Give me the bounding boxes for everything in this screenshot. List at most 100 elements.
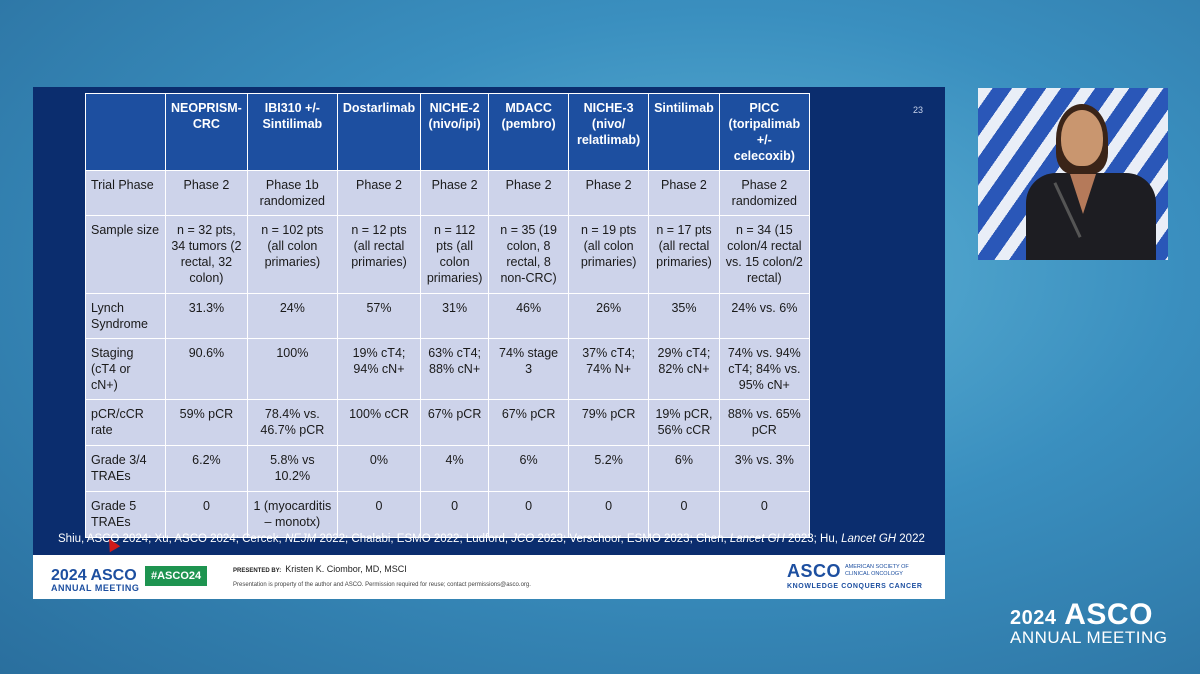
table-cell: n = 112 pts (all colon primaries) xyxy=(420,215,490,294)
row-label: Sample size xyxy=(85,215,166,294)
table-cell: Phase 2 xyxy=(568,170,650,216)
table-cell: 5.8% vs 10.2% xyxy=(246,445,338,492)
table-cell: 0 xyxy=(718,491,810,538)
ref-text: 2022; Chalabi, ESMO 2022; Ludford, xyxy=(316,533,512,545)
table-cell: 90.6% xyxy=(165,338,248,400)
table-cell: 59% pCR xyxy=(165,399,248,446)
table-cell: n = 17 pts (all rectal primaries) xyxy=(648,215,720,294)
copyright-note: Presentation is property of the author a… xyxy=(233,582,531,588)
table-cell: n = 35 (19 colon, 8 rectal, 8 non-CRC) xyxy=(488,215,570,294)
table-cell: 100% xyxy=(246,338,338,400)
presented-by-label: PRESENTED BY: xyxy=(233,568,282,574)
table-cell: 78.4% vs. 46.7% pCR xyxy=(246,399,338,446)
ref-journal: NEJM xyxy=(284,533,317,545)
table-cell: 24% xyxy=(246,293,338,339)
table-cell: n = 34 (15 colon/4 rectal vs. 15 colon/2… xyxy=(718,215,810,294)
table-cell: n = 102 pts (all colon primaries) xyxy=(246,215,338,294)
ref-journal: JCO xyxy=(511,533,535,545)
corner-meeting-logo: 2024 ASCO ANNUAL MEETING xyxy=(1010,598,1168,648)
table-cell: 57% xyxy=(336,293,422,339)
meeting-logo-subtitle: ANNUAL MEETING xyxy=(51,583,140,593)
table-cell: Phase 1b randomized xyxy=(246,170,338,216)
presentation-slide: 23 NEOPRISM-CRC IBI310 +/- Sintilimab Do… xyxy=(33,87,945,599)
table-cell: 4% xyxy=(420,445,490,492)
meeting-logo: 2024 ASCO ANNUAL MEETING xyxy=(51,567,139,593)
asco-logo-text: ASCO xyxy=(786,561,841,581)
table-cell: n = 19 pts (all colon primaries) xyxy=(568,215,650,294)
table-cell: 5.2% xyxy=(568,445,650,492)
hashtag-badge: #ASCO24 xyxy=(145,566,208,586)
header-cell: NEOPRISM-CRC xyxy=(165,93,248,171)
table-cell: 74% vs. 94% cT4; 84% vs. 95% cN+ xyxy=(718,338,810,400)
table-cell: Phase 2 xyxy=(336,170,422,216)
table-cell: 67% pCR xyxy=(488,399,570,446)
ref-text: 2023; Verschoor, ESMO 2023; Chen, xyxy=(534,533,730,545)
table-cell: Phase 2 xyxy=(165,170,248,216)
table-cell: 1 (myocarditis – monotx) xyxy=(246,491,338,538)
row-label: Trial Phase xyxy=(85,170,166,216)
table-row: Grade 3/4 TRAEs 6.2% 5.8% vs 10.2% 0% 4%… xyxy=(85,445,810,492)
slide-number: 23 xyxy=(912,105,923,115)
presenter-line: PRESENTED BY: Kristen K. Ciombor, MD, MSC… xyxy=(233,564,407,574)
table-cell: 88% vs. 65% pCR xyxy=(718,399,810,446)
table-row: Sample size n = 32 pts, 34 tumors (2 rec… xyxy=(85,215,810,294)
header-cell xyxy=(85,93,166,171)
table-cell: 74% stage 3 xyxy=(488,338,570,400)
ref-journal: Lancet GH xyxy=(729,533,785,545)
ref-journal: Lancet GH xyxy=(841,533,897,545)
table-cell: Phase 2 xyxy=(488,170,570,216)
table-cell: 46% xyxy=(488,293,570,339)
corner-logo-subtitle: ANNUAL MEETING xyxy=(1010,628,1168,647)
asco-society-text: AMERICAN SOCIETY OF CLINICAL ONCOLOGY xyxy=(845,564,909,577)
table-cell: 63% cT4; 88% cN+ xyxy=(420,338,490,400)
table-cell: 6% xyxy=(488,445,570,492)
header-cell: NICHE-2 (nivo/ipi) xyxy=(420,93,490,171)
table-cell: 6% xyxy=(648,445,720,492)
table-cell: Phase 2 xyxy=(648,170,720,216)
slide-footer: 2024 ASCO ANNUAL MEETING #ASCO24 PRESENT… xyxy=(33,555,945,599)
table-cell: 100% cCR xyxy=(336,399,422,446)
corner-logo-asco: ASCO xyxy=(1064,598,1153,631)
row-label: pCR/cCR rate xyxy=(85,399,166,446)
table-cell: 31.3% xyxy=(165,293,248,339)
table-cell: 0 xyxy=(420,491,490,538)
speaker-video-feed xyxy=(978,88,1168,260)
references-line: Shiu, ASCO 2024; Xu, ASCO 2024; Cercek, … xyxy=(58,533,925,545)
table-cell: 0 xyxy=(488,491,570,538)
ref-text: Shiu, ASCO 2024; Xu, ASCO 2024; Cercek, xyxy=(58,533,285,545)
asco-tagline: KNOWLEDGE CONQUERS CANCER xyxy=(786,583,923,590)
table-cell: 37% cT4; 74% N+ xyxy=(568,338,650,400)
table-cell: Phase 2 xyxy=(420,170,490,216)
row-label: Lynch Syndrome xyxy=(85,293,166,339)
table-cell: 35% xyxy=(648,293,720,339)
presenter-name: Kristen K. Ciombor, MD, MSCI xyxy=(285,564,407,574)
row-label: Grade 5 TRAEs xyxy=(85,491,166,538)
table-cell: 0 xyxy=(648,491,720,538)
table-row: Trial Phase Phase 2 Phase 1b randomized … xyxy=(85,170,810,216)
table-cell: n = 32 pts, 34 tumors (2 rectal, 32 colo… xyxy=(165,215,248,294)
table-row: Grade 5 TRAEs 0 1 (myocarditis – monotx)… xyxy=(85,491,810,538)
ref-text: 2022 xyxy=(896,533,925,545)
table-cell: 19% pCR, 56% cCR xyxy=(648,399,720,446)
header-cell: Sintilimab xyxy=(648,93,720,171)
table-cell: 31% xyxy=(420,293,490,339)
table-cell: 67% pCR xyxy=(420,399,490,446)
table-cell: 6.2% xyxy=(165,445,248,492)
table-row: pCR/cCR rate 59% pCR 78.4% vs. 46.7% pCR… xyxy=(85,399,810,446)
table-cell: 0 xyxy=(568,491,650,538)
table-cell: Phase 2 randomized xyxy=(718,170,810,216)
table-cell: 0 xyxy=(336,491,422,538)
comparison-table-container: NEOPRISM-CRC IBI310 +/- Sintilimab Dosta… xyxy=(85,93,810,538)
speaker-face xyxy=(1061,110,1103,166)
meeting-logo-text: 2024 ASCO xyxy=(51,567,137,584)
table-cell: n = 12 pts (all rectal primaries) xyxy=(336,215,422,294)
ref-text: 2023; Hu, xyxy=(784,533,842,545)
table-cell: 79% pCR xyxy=(568,399,650,446)
table-cell: 26% xyxy=(568,293,650,339)
asco-logo: ASCO AMERICAN SOCIETY OF CLINICAL ONCOLOG… xyxy=(787,561,925,590)
header-cell: NICHE-3 (nivo/ relatlimab) xyxy=(568,93,650,171)
table-cell: 3% vs. 3% xyxy=(718,445,810,492)
row-label: Grade 3/4 TRAEs xyxy=(85,445,166,492)
header-cell: Dostarlimab xyxy=(336,93,422,171)
table-cell: 19% cT4; 94% cN+ xyxy=(336,338,422,400)
